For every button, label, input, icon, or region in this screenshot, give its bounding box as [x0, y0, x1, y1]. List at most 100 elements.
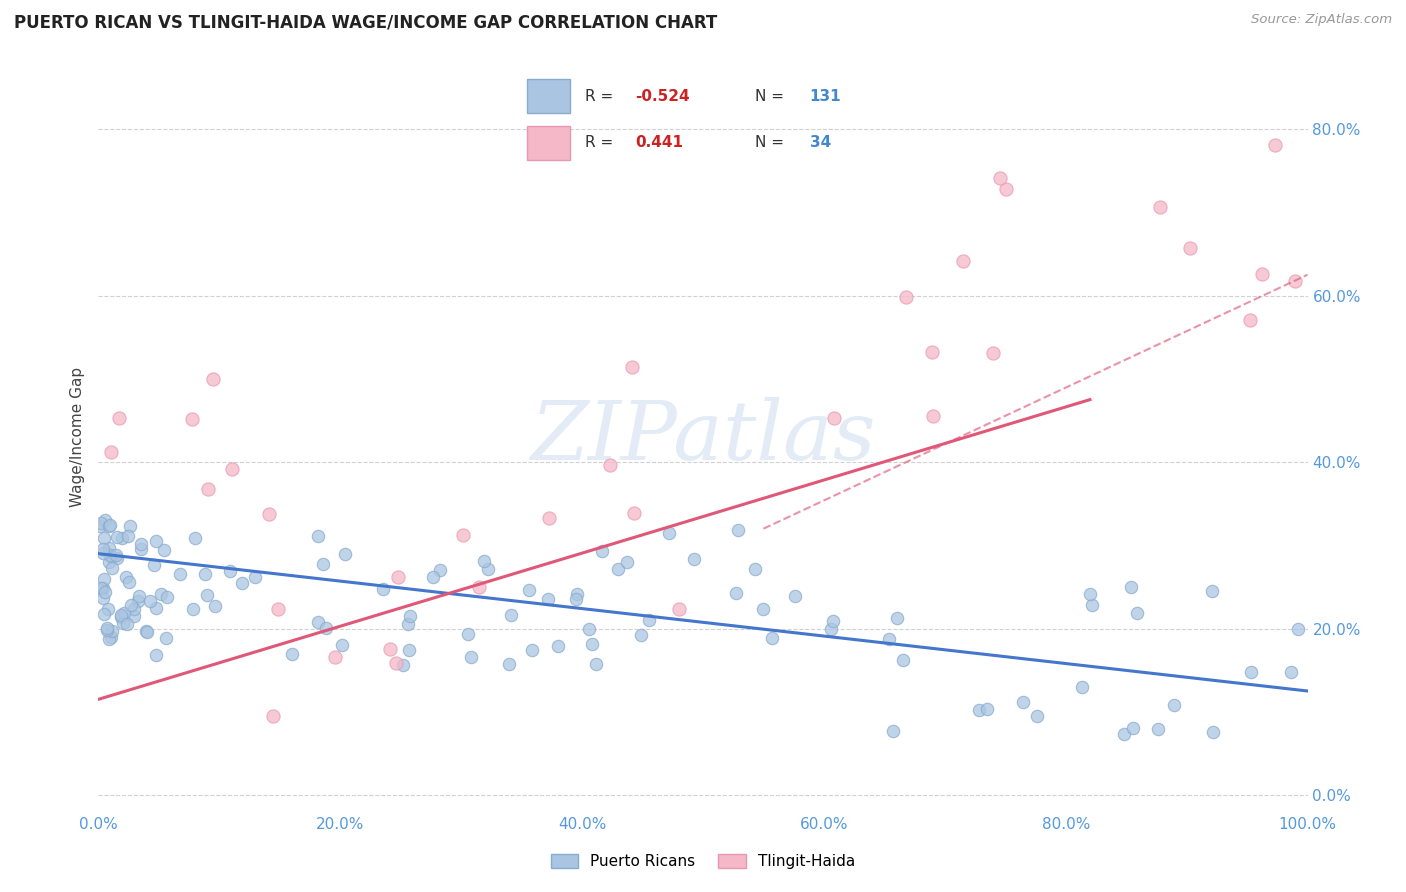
Point: [120, 598, 142, 612]
Point: [145, 534, 167, 549]
Point: [727, 523, 749, 537]
Point: [581, 637, 603, 651]
Point: [658, 526, 681, 541]
Point: [1279, 665, 1302, 680]
Point: [472, 554, 495, 568]
Point: [477, 562, 499, 576]
Point: [537, 592, 560, 607]
Point: [169, 567, 191, 582]
Point: [1251, 267, 1274, 281]
Point: [280, 647, 302, 661]
Point: [761, 631, 783, 645]
Point: [129, 542, 152, 557]
Point: [93, 584, 115, 599]
Point: [124, 609, 146, 624]
Point: [91, 541, 114, 556]
Point: [335, 547, 357, 561]
Point: [981, 346, 1004, 360]
Point: [467, 581, 489, 595]
Point: [599, 458, 621, 472]
Point: [1178, 240, 1201, 254]
Point: [547, 639, 569, 653]
Point: [988, 171, 1011, 186]
Point: [744, 562, 766, 576]
Point: [262, 709, 284, 723]
Point: [823, 410, 845, 425]
Point: [98, 517, 121, 532]
Point: [90, 516, 112, 531]
Point: [93, 607, 115, 621]
Point: [398, 608, 420, 623]
Point: [118, 575, 141, 590]
Point: [90, 581, 112, 595]
Point: [184, 531, 207, 545]
Point: [591, 544, 613, 558]
Point: [111, 531, 134, 545]
Point: [153, 542, 176, 557]
Point: [221, 462, 243, 476]
Point: [149, 587, 172, 601]
Point: [499, 608, 522, 623]
Point: [921, 344, 943, 359]
Point: [1078, 587, 1101, 601]
Point: [1026, 709, 1049, 723]
Point: [197, 483, 219, 497]
Point: [371, 582, 394, 597]
Point: [976, 702, 998, 716]
Point: [267, 602, 290, 616]
Point: [97, 555, 120, 569]
Point: [97, 632, 120, 646]
Point: [616, 555, 638, 569]
Point: [517, 583, 540, 598]
Point: [135, 624, 157, 639]
Text: PUERTO RICAN VS TLINGIT-HAIDA WAGE/INCOME GAP CORRELATION CHART: PUERTO RICAN VS TLINGIT-HAIDA WAGE/INCOM…: [14, 13, 717, 31]
Point: [623, 506, 645, 520]
Point: [98, 541, 121, 555]
Point: [195, 588, 218, 602]
Point: [219, 564, 242, 578]
Point: [378, 642, 401, 657]
Point: [97, 601, 120, 615]
Point: [1149, 200, 1171, 214]
Point: [567, 587, 589, 601]
Point: [93, 532, 115, 546]
Point: [98, 548, 121, 562]
Point: [886, 611, 908, 625]
Point: [330, 638, 353, 652]
Point: [638, 613, 661, 627]
Point: [391, 657, 413, 672]
Point: [994, 182, 1017, 196]
Point: [115, 570, 138, 584]
Point: [882, 724, 904, 739]
Point: [451, 527, 474, 541]
Point: [1071, 680, 1094, 694]
Point: [1240, 665, 1263, 680]
Point: [922, 409, 945, 423]
Point: [105, 550, 128, 565]
Point: [204, 599, 226, 614]
Point: [307, 615, 329, 629]
Point: [91, 591, 114, 606]
Point: [1264, 138, 1286, 153]
Point: [1126, 606, 1149, 620]
Point: [93, 546, 115, 560]
Y-axis label: Wage/Income Gap: Wage/Income Gap: [70, 367, 86, 508]
Text: Source: ZipAtlas.com: Source: ZipAtlas.com: [1251, 13, 1392, 27]
Point: [145, 601, 167, 615]
Point: [457, 627, 479, 641]
Point: [96, 621, 118, 635]
Point: [724, 585, 747, 599]
Point: [565, 591, 588, 606]
Point: [117, 529, 139, 543]
Point: [585, 657, 607, 671]
Point: [117, 617, 139, 632]
Point: [1286, 622, 1309, 636]
Point: [231, 576, 253, 591]
Point: [100, 445, 122, 459]
Point: [155, 632, 177, 646]
Point: [118, 519, 141, 533]
Point: [131, 537, 153, 551]
Point: [1121, 580, 1143, 594]
Point: [538, 510, 561, 524]
Point: [89, 519, 111, 533]
